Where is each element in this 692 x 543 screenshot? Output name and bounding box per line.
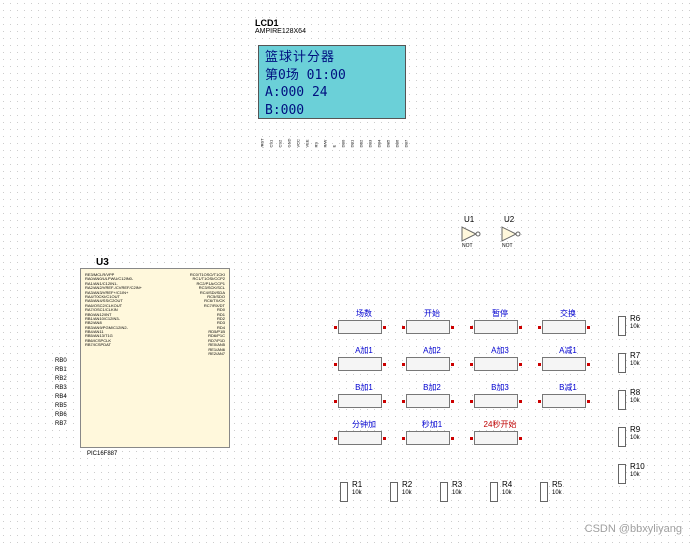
lcd-line-1: 第0场 01:00 bbox=[265, 67, 399, 85]
resistor-R4: R410k bbox=[490, 478, 500, 506]
button-1-3[interactable]: A减1 bbox=[534, 347, 602, 379]
button-0-2[interactable]: 暂停 bbox=[466, 310, 534, 342]
button-3-0[interactable]: 分钟加 bbox=[330, 421, 398, 453]
lcd-line-2: A:000 24 bbox=[265, 84, 399, 102]
button-1-2[interactable]: A加3 bbox=[466, 347, 534, 379]
resistor-R1: R110k bbox=[340, 478, 350, 506]
chip-model: PIC16F887 bbox=[87, 451, 117, 457]
resistor-R7: R710k bbox=[618, 349, 628, 377]
lcd-display: 篮球计分器 第0场 01:00 A:000 24 B:000 bbox=[258, 45, 406, 119]
resistor-R2: R210k bbox=[390, 478, 400, 506]
button-2-0[interactable]: B加1 bbox=[330, 384, 398, 416]
chip-pins-right: RC0/T1OSO/T1CKIRC1/T1OSI/CCP2RC2/P1A/CCP… bbox=[190, 273, 225, 356]
inverter-u1: U1 NOT bbox=[460, 225, 482, 243]
resistor-R8: R810k bbox=[618, 386, 628, 414]
button-3-1[interactable]: 秒加1 bbox=[398, 421, 466, 453]
lcd-ref: LCD1 bbox=[255, 18, 279, 28]
button-1-1[interactable]: A加2 bbox=[398, 347, 466, 379]
resistor-R6: R610k bbox=[618, 312, 628, 340]
resistor-R5: R510k bbox=[540, 478, 550, 506]
button-3-2[interactable]: 24秒开始 bbox=[466, 421, 534, 453]
watermark: CSDN @bbxyliyang bbox=[585, 523, 682, 535]
chip-u3: U3 PIC16F887 RE3/MCLR/VPPRA0/AN0/ULPWU/C… bbox=[80, 268, 230, 448]
lcd-model: AMPIRE128X64 bbox=[255, 28, 306, 35]
button-2-2[interactable]: B加3 bbox=[466, 384, 534, 416]
lcd-line-0: 篮球计分器 bbox=[265, 49, 399, 67]
button-0-3[interactable]: 交换 bbox=[534, 310, 602, 342]
button-0-1[interactable]: 开始 bbox=[398, 310, 466, 342]
resistor-R9: R910k bbox=[618, 423, 628, 451]
button-2-1[interactable]: B加2 bbox=[398, 384, 466, 416]
chip-pins-left: RE3/MCLR/VPPRA0/AN0/ULPWU/C12IN0-RA1/AN1… bbox=[85, 273, 142, 348]
inverter-u2: U2 NOT bbox=[500, 225, 522, 243]
lcd-line-3: B:000 bbox=[265, 102, 399, 120]
button-0-0[interactable]: 场数 bbox=[330, 310, 398, 342]
button-1-0[interactable]: A加1 bbox=[330, 347, 398, 379]
chip-ref: U3 bbox=[96, 257, 109, 268]
button-2-3[interactable]: B减1 bbox=[534, 384, 602, 416]
resistor-R3: R310k bbox=[440, 478, 450, 506]
resistor-R10: R1010k bbox=[618, 460, 628, 488]
